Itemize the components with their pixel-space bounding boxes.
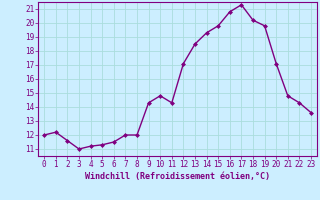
X-axis label: Windchill (Refroidissement éolien,°C): Windchill (Refroidissement éolien,°C) — [85, 172, 270, 181]
